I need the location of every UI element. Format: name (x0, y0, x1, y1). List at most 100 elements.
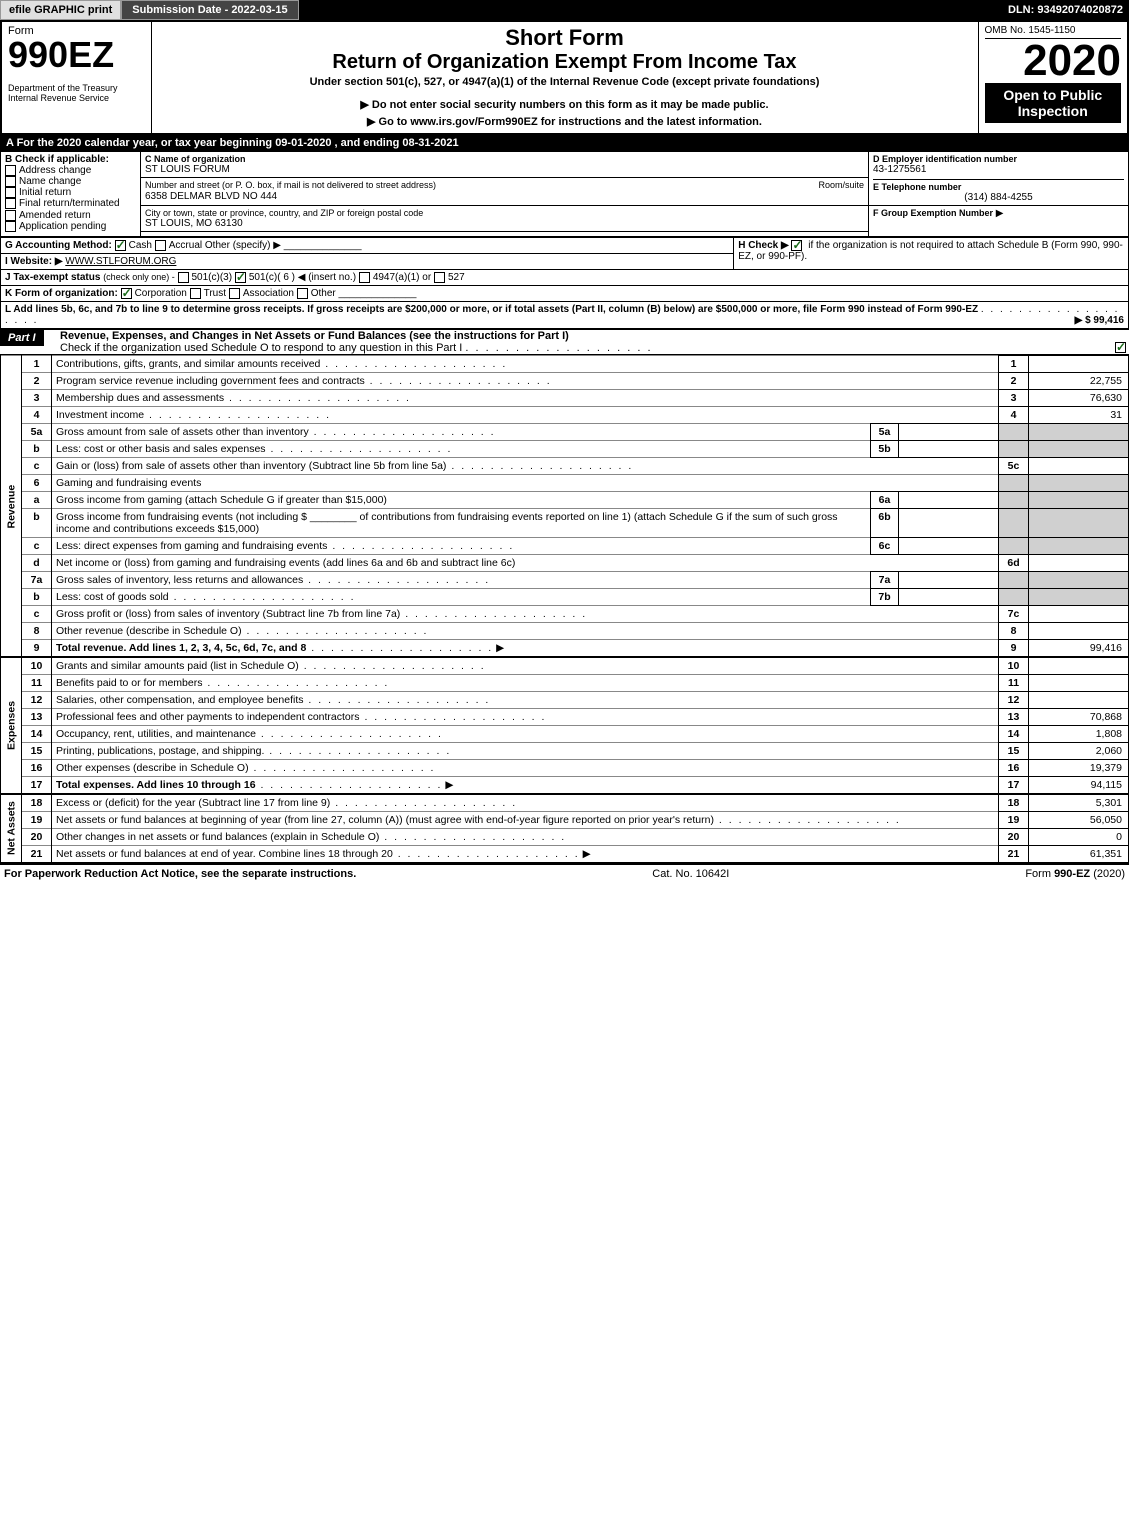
line14-desc: Occupancy, rent, utilities, and maintena… (56, 728, 256, 740)
line10-rn: 10 (999, 657, 1029, 675)
line4-rn: 4 (999, 407, 1029, 424)
check-amended-return[interactable] (5, 210, 16, 221)
part1-label: Part I (0, 330, 44, 346)
revenue-vertical-label: Revenue (1, 356, 22, 658)
phone-value: (314) 884-4255 (873, 192, 1124, 203)
section-c-street-cell: Number and street (or P. O. box, if mail… (141, 178, 869, 206)
check-527[interactable] (434, 272, 445, 283)
check-501c[interactable] (235, 272, 246, 283)
check-accrual[interactable] (155, 240, 166, 251)
efile-print-button[interactable]: efile GRAPHIC print (0, 0, 121, 20)
line-num: a (22, 492, 52, 509)
dept-label: Department of the Treasury (8, 83, 145, 93)
line-num: 20 (22, 829, 52, 846)
line6c-desc: Less: direct expenses from gaming and fu… (56, 540, 327, 552)
submission-date-label: Submission Date - 2022-03-15 (121, 0, 298, 20)
website-value[interactable]: WWW.STLFORUM.ORG (65, 256, 176, 267)
line20-desc: Other changes in net assets or fund bala… (56, 831, 379, 843)
opt-cash: Cash (129, 240, 152, 251)
shaded-cell (999, 538, 1029, 555)
line21-desc: Net assets or fund balances at end of ye… (56, 848, 393, 860)
line7a-subval (899, 572, 999, 589)
shaded-cell (999, 475, 1029, 492)
footer-left: For Paperwork Reduction Act Notice, see … (4, 868, 356, 880)
line2-desc: Program service revenue including govern… (56, 375, 365, 387)
line7b-desc: Less: cost of goods sold (56, 591, 169, 603)
line5a-subval (899, 424, 999, 441)
line-num: 11 (22, 675, 52, 692)
line13-val: 70,868 (1029, 709, 1129, 726)
check-trust[interactable] (190, 288, 201, 299)
opt-amended-return: Amended return (19, 210, 91, 221)
line3-rn: 3 (999, 390, 1029, 407)
opt-accrual: Accrual (169, 240, 202, 251)
line6a-sn: 6a (871, 492, 899, 509)
room-label: Room/suite (818, 180, 864, 190)
line5b-sn: 5b (871, 441, 899, 458)
line9-val: 99,416 (1029, 640, 1129, 658)
shaded-cell (999, 492, 1029, 509)
line11-val (1029, 675, 1129, 692)
line-num: 1 (22, 356, 52, 373)
line6-desc: Gaming and fundraising events (56, 477, 201, 489)
line-num: 12 (22, 692, 52, 709)
opt-other-specify: Other (specify) ▶ (205, 240, 281, 251)
line5c-rn: 5c (999, 458, 1029, 475)
check-cash[interactable] (115, 240, 126, 251)
line20-val: 0 (1029, 829, 1129, 846)
opt-501c3: 501(c)(3) (192, 272, 233, 283)
check-association[interactable] (229, 288, 240, 299)
line5c-val (1029, 458, 1129, 475)
section-i-cell: I Website: ▶ WWW.STLFORUM.ORG (1, 254, 734, 270)
check-final-return[interactable] (5, 198, 16, 209)
section-c-name-cell: C Name of organization ST LOUIS FORUM (141, 152, 869, 178)
expenses-vertical-label: Expenses (1, 657, 22, 794)
open-to-public-label: Open to Public Inspection (985, 83, 1122, 123)
line8-val (1029, 623, 1129, 640)
opt-application-pending: Application pending (19, 221, 106, 232)
footer-bar: For Paperwork Reduction Act Notice, see … (0, 864, 1129, 883)
section-f-arrow: ▶ (996, 208, 1004, 219)
line-num: c (22, 458, 52, 475)
line4-desc: Investment income (56, 409, 144, 421)
check-schedule-o-used[interactable] (1115, 342, 1126, 353)
check-schedule-b-not-required[interactable] (791, 240, 802, 251)
check-4947a1[interactable] (359, 272, 370, 283)
line4-val: 31 (1029, 407, 1129, 424)
check-application-pending[interactable] (5, 221, 16, 232)
header-bar: efile GRAPHIC print Submission Date - 20… (0, 0, 1129, 20)
line6a-desc: Gross income from gaming (attach Schedul… (56, 494, 387, 506)
line7b-subval (899, 589, 999, 606)
opt-address-change: Address change (19, 165, 91, 176)
line1-desc: Contributions, gifts, grants, and simila… (56, 358, 320, 370)
line8-rn: 8 (999, 623, 1029, 640)
line18-desc: Excess or (deficit) for the year (Subtra… (56, 797, 330, 809)
title-center-cell: Short Form Return of Organization Exempt… (151, 21, 978, 134)
ein-value: 43-1275561 (873, 164, 1124, 175)
line13-rn: 13 (999, 709, 1029, 726)
under-section-text: Under section 501(c), 527, or 4947(a)(1)… (158, 74, 972, 90)
check-corporation[interactable] (121, 288, 132, 299)
check-501c3[interactable] (178, 272, 189, 283)
go-to-text: ▶ Go to www.irs.gov/Form990EZ for instru… (158, 113, 972, 130)
city-value: ST LOUIS, MO 63130 (145, 218, 864, 229)
check-name-change[interactable] (5, 176, 16, 187)
line6b-desc1: Gross income from fundraising events (no… (56, 511, 307, 523)
line5b-desc: Less: cost or other basis and sales expe… (56, 443, 266, 455)
line6c-subval (899, 538, 999, 555)
shaded-cell (1029, 475, 1129, 492)
check-address-change[interactable] (5, 165, 16, 176)
line-num: 3 (22, 390, 52, 407)
spacer-cell (141, 232, 869, 237)
line6d-val (1029, 555, 1129, 572)
sections-g-l: G Accounting Method: Cash Accrual Other … (0, 237, 1129, 329)
city-label: City or town, state or province, country… (145, 208, 864, 218)
line5a-desc: Gross amount from sale of assets other t… (56, 426, 309, 438)
section-b-label: B Check if applicable: (5, 154, 136, 165)
check-initial-return[interactable] (5, 187, 16, 198)
shaded-cell (1029, 572, 1129, 589)
section-j-note: (check only one) - (103, 272, 175, 282)
check-other-org[interactable] (297, 288, 308, 299)
line-num: 7a (22, 572, 52, 589)
section-c-city-cell: City or town, state or province, country… (141, 206, 869, 232)
